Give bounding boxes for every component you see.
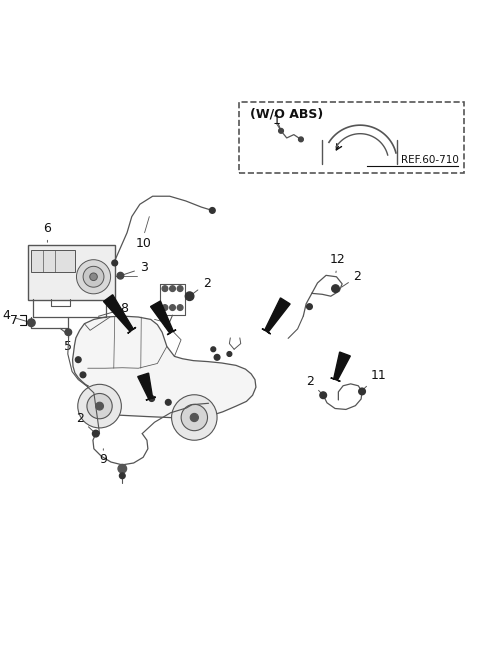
Circle shape <box>93 430 99 437</box>
Text: 4: 4 <box>2 309 29 322</box>
Circle shape <box>171 394 217 440</box>
Circle shape <box>76 259 110 294</box>
Text: (W/O ABS): (W/O ABS) <box>250 107 323 120</box>
Circle shape <box>162 286 168 292</box>
Circle shape <box>209 208 215 213</box>
Polygon shape <box>151 301 176 335</box>
Circle shape <box>65 329 72 335</box>
Circle shape <box>227 351 232 356</box>
Text: 1: 1 <box>272 114 280 127</box>
Circle shape <box>27 319 35 327</box>
Text: 2: 2 <box>306 375 321 393</box>
Circle shape <box>359 388 365 394</box>
Circle shape <box>96 403 104 410</box>
Circle shape <box>87 394 112 419</box>
Circle shape <box>214 354 220 360</box>
Circle shape <box>307 304 312 310</box>
Circle shape <box>299 137 303 142</box>
FancyBboxPatch shape <box>28 245 115 300</box>
Polygon shape <box>262 298 290 334</box>
Circle shape <box>190 413 198 421</box>
Circle shape <box>166 399 171 405</box>
Circle shape <box>177 304 183 310</box>
Circle shape <box>112 260 118 266</box>
Text: 11: 11 <box>364 369 386 388</box>
Text: 10: 10 <box>135 237 151 251</box>
Text: 2: 2 <box>342 270 361 287</box>
Polygon shape <box>331 352 350 382</box>
Text: 9: 9 <box>99 449 108 466</box>
Text: 3: 3 <box>123 261 148 275</box>
Circle shape <box>90 273 97 280</box>
FancyBboxPatch shape <box>31 251 75 271</box>
Circle shape <box>170 286 175 292</box>
Circle shape <box>78 384 121 428</box>
Polygon shape <box>104 295 136 333</box>
Text: 12: 12 <box>330 253 346 273</box>
Text: 8: 8 <box>98 302 129 317</box>
Polygon shape <box>72 316 256 418</box>
Circle shape <box>170 304 175 310</box>
Text: 2: 2 <box>76 412 94 431</box>
Circle shape <box>117 272 124 279</box>
Circle shape <box>149 396 155 401</box>
Text: REF.60-710: REF.60-710 <box>401 155 459 165</box>
Text: 5: 5 <box>64 337 72 353</box>
Circle shape <box>118 464 127 473</box>
Circle shape <box>162 304 168 310</box>
Circle shape <box>80 372 86 378</box>
Circle shape <box>177 286 183 292</box>
Text: 7: 7 <box>10 314 18 327</box>
Circle shape <box>181 405 207 431</box>
Text: 2: 2 <box>192 277 211 294</box>
FancyBboxPatch shape <box>240 102 464 173</box>
Circle shape <box>75 357 81 362</box>
Circle shape <box>279 128 283 133</box>
Circle shape <box>332 285 339 292</box>
Circle shape <box>320 392 326 398</box>
Polygon shape <box>138 373 156 400</box>
Circle shape <box>120 473 125 478</box>
Circle shape <box>211 347 216 351</box>
Text: 6: 6 <box>44 222 51 242</box>
Circle shape <box>185 292 194 300</box>
Circle shape <box>83 266 104 287</box>
